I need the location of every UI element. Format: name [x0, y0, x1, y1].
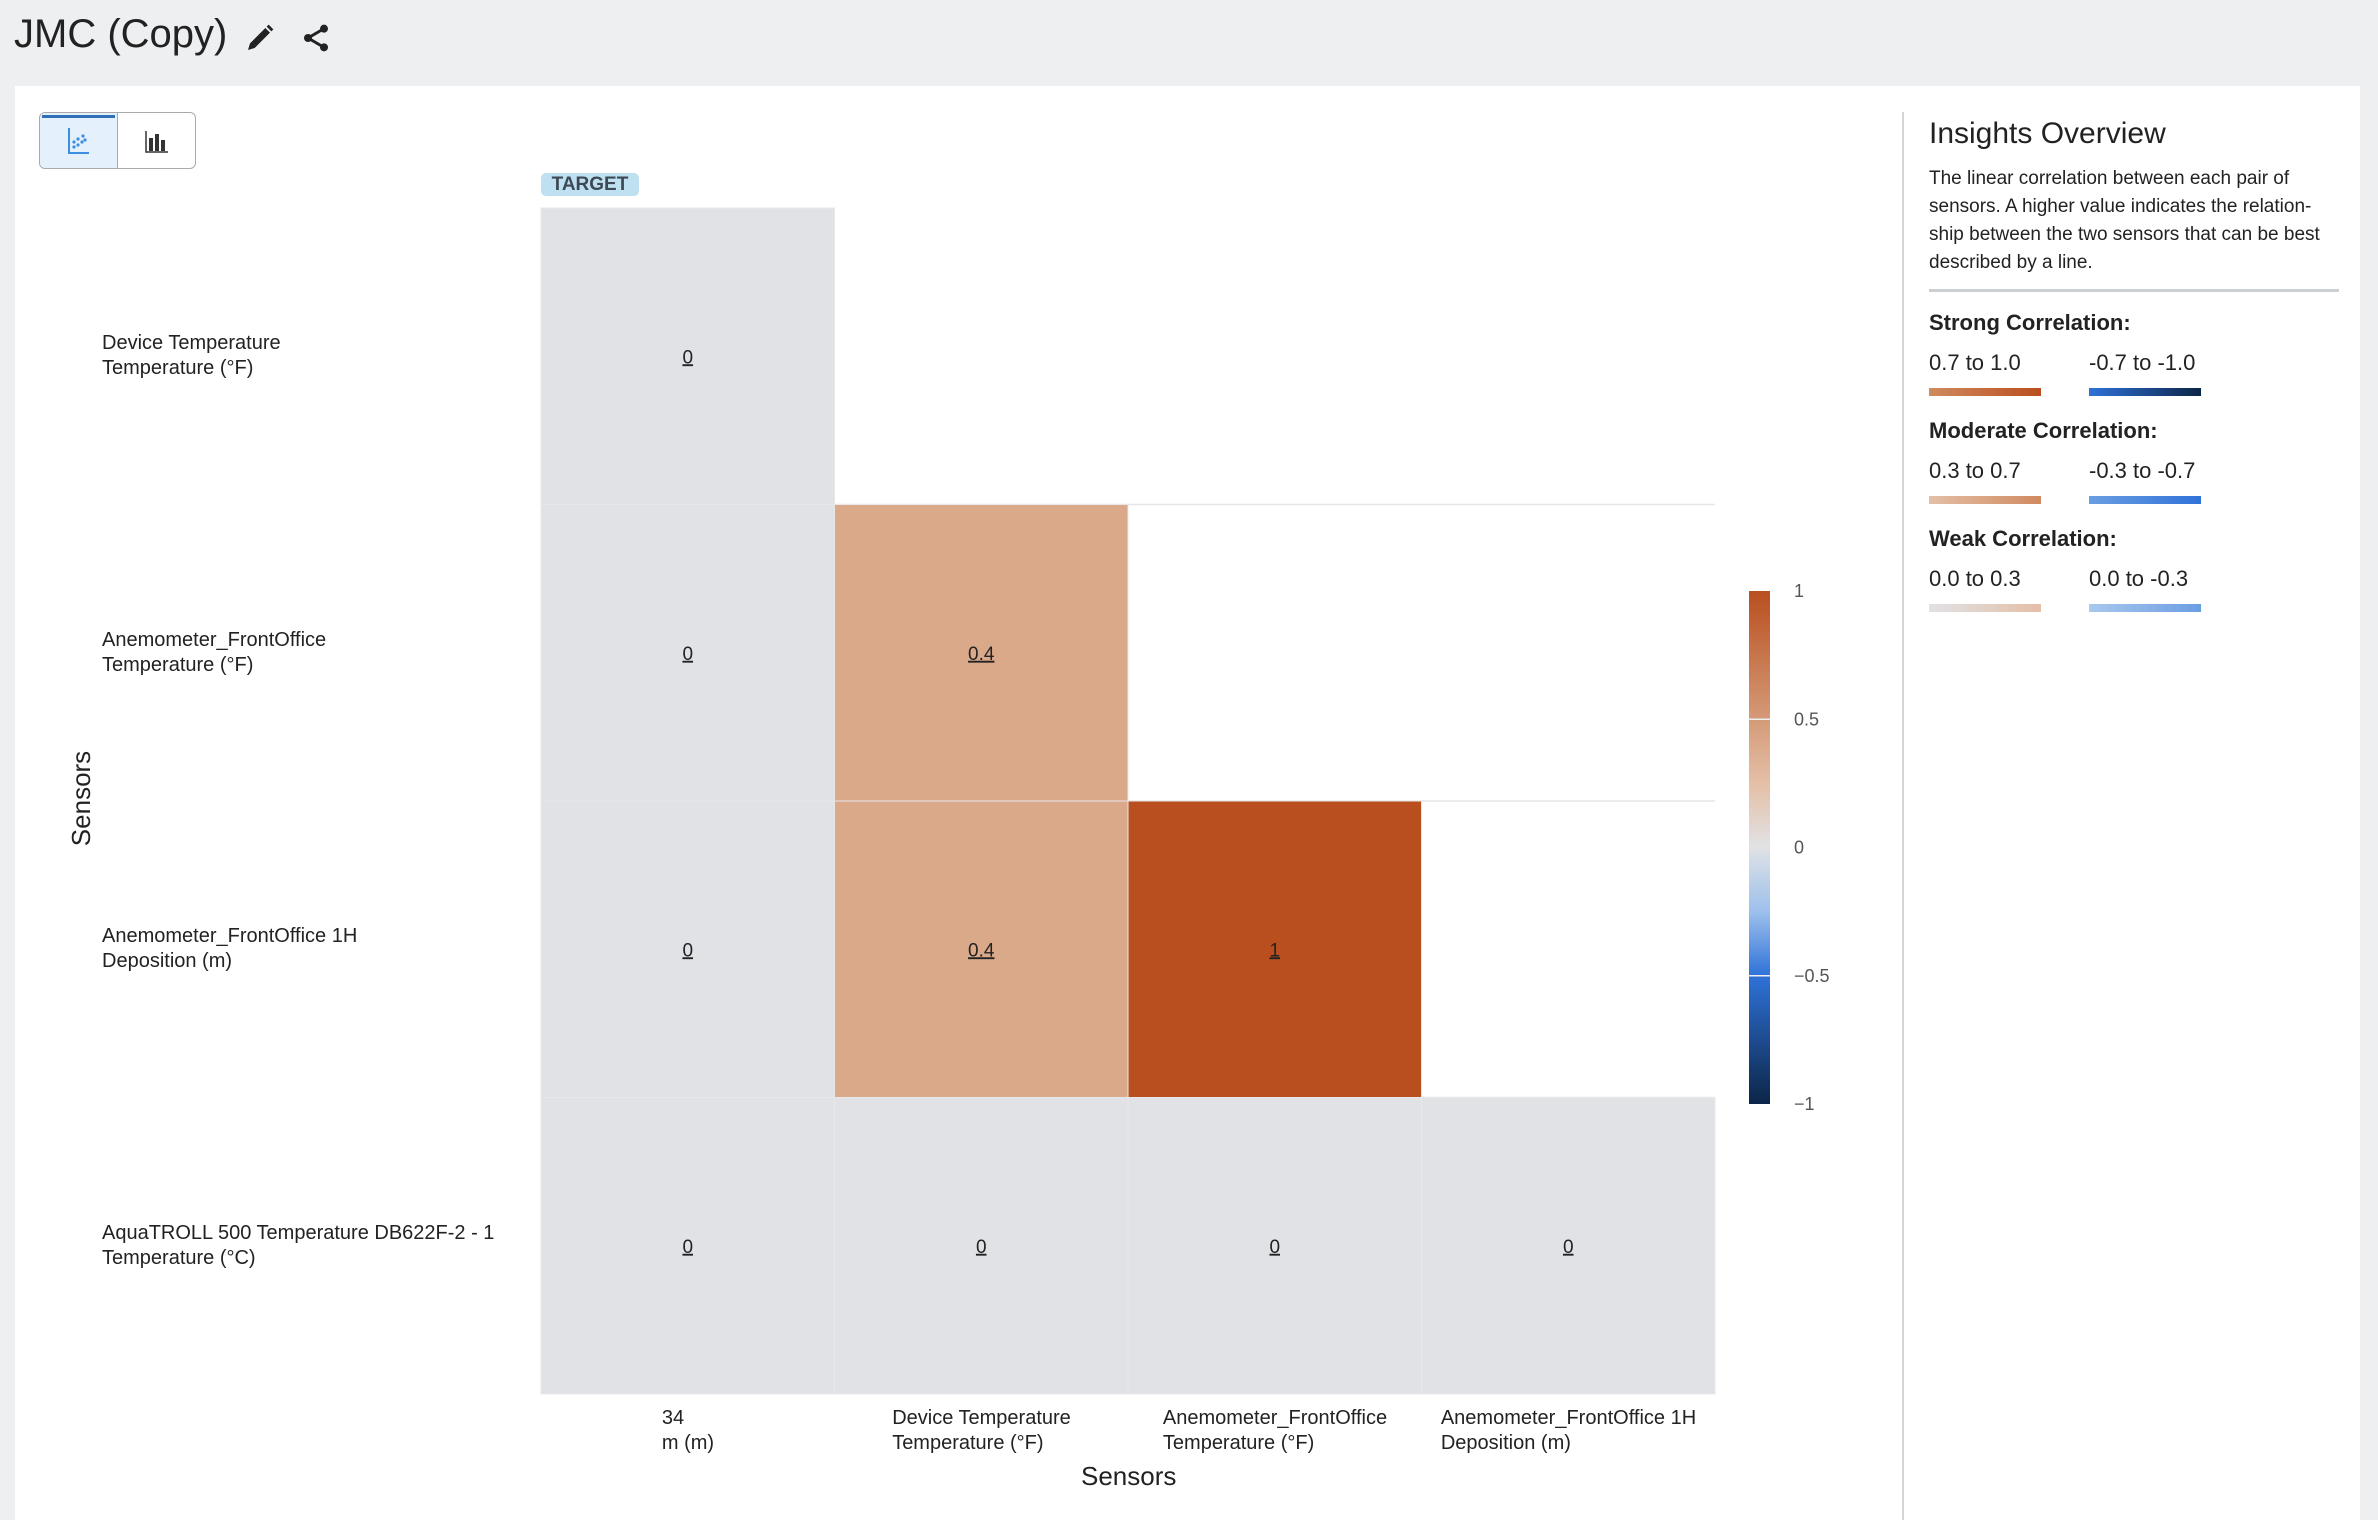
y-tick-label-line: Anemometer_FrontOffice [102, 628, 327, 651]
divider [1929, 289, 2339, 292]
y-tick-label-line: Temperature (°C) [102, 1246, 256, 1269]
y-tick-label-line: Deposition (m) [102, 950, 233, 973]
heatmap-cell[interactable] [540, 504, 835, 802]
cell-value-label[interactable]: 0 [682, 644, 693, 665]
group-title: Weak Correlation: [1929, 526, 2117, 551]
colorbar-tick-label: −0.5 [1794, 966, 1830, 986]
colorbar-tick-label: 0.5 [1794, 709, 1819, 729]
x-tick-label-line: 34 [661, 1407, 685, 1429]
cell-value-label[interactable]: 0 [976, 1237, 987, 1258]
insights-title: Insights Overview [1929, 117, 2166, 150]
x-tick-label-line: Temperature (°F) [892, 1432, 1044, 1454]
colorbar-tick-label: 0 [1794, 838, 1804, 858]
page-title: JMC (Copy) [14, 12, 228, 56]
insights-description: The linear correlation between each pair… [1929, 168, 2320, 273]
insights-panel: Insights Overview The linear correlation… [1929, 112, 2339, 634]
cell-value-label[interactable]: 0 [1269, 1237, 1280, 1258]
positive-range: 0.7 to 1.0 [1929, 350, 2021, 375]
positive-swatch [1929, 604, 2041, 612]
correlation-legend-group: Strong Correlation: 0.7 to 1.0 -0.7 to -1.… [1929, 310, 2339, 396]
cell-value-label[interactable]: 0 [1563, 1237, 1574, 1258]
x-tick-label: Anemometer_FrontOffice Temperature (°F) [1128, 1406, 1422, 1456]
y-axis-title: Sensors [66, 750, 97, 847]
x-tick-label-line: Device Temperature [892, 1407, 1071, 1429]
cell-value-label[interactable]: 0 [682, 1237, 693, 1258]
y-tick-label-line: AquaTROLL 500 Temperature DB622F-2 - 1 [102, 1221, 495, 1244]
y-tick-label: AquaTROLL 500 Temperature DB622F-2 - 1 Te… [102, 1221, 494, 1271]
bar-view-button[interactable] [118, 113, 195, 168]
negative-range: -0.7 to -1.0 [2089, 350, 2196, 375]
x-tick-label: Device Temperature Temperature (°F) [835, 1406, 1129, 1456]
x-tick-label-line: Anemometer_FrontOffice 1H [1440, 1407, 1697, 1429]
positive-swatch [1929, 496, 2041, 504]
cell-value-label[interactable]: 0.4 [968, 940, 995, 961]
cell-value-label[interactable]: 0 [682, 347, 693, 368]
y-tick-label-line: Temperature (°F) [102, 357, 254, 380]
cell-value-label[interactable]: 0.4 [968, 644, 995, 665]
y-tick-label: Anemometer_FrontOffice 1H Deposition (m) [102, 924, 357, 974]
negative-range: 0.0 to -0.3 [2089, 566, 2189, 591]
negative-range: -0.3 to -0.7 [2089, 458, 2196, 483]
target-badge: TARGET [541, 173, 639, 196]
positive-range: 0.0 to 0.3 [1929, 566, 2021, 591]
y-tick-label-line: Temperature (°F) [102, 653, 254, 676]
scatter-view-button[interactable] [40, 113, 118, 168]
header: JMC (Copy) [0, 0, 2378, 86]
x-tick-label-line: Anemometer_FrontOffice [1162, 1407, 1388, 1429]
colorbar-tick-label: −1 [1794, 1094, 1815, 1114]
heatmap-cell[interactable] [834, 800, 1129, 1098]
positive-range: 0.3 to 0.7 [1929, 458, 2021, 483]
y-tick-label: Device Temperature Temperature (°F) [102, 331, 281, 381]
x-tick-label: 34 m (m) [541, 1406, 835, 1456]
y-tick-label-line: Anemometer_FrontOffice 1H [102, 925, 358, 948]
negative-swatch [2089, 496, 2201, 504]
positive-swatch [1929, 388, 2041, 396]
group-title: Moderate Correlation: [1929, 418, 2158, 443]
heatmap-cell[interactable] [834, 1097, 1129, 1395]
scatter-chart-icon [67, 127, 89, 154]
cell-value-label[interactable]: 1 [1269, 940, 1280, 961]
sidebar-divider [1902, 112, 1904, 1520]
x-axis-title: Sensors [1081, 1461, 1177, 1491]
correlation-legend-group: Weak Correlation: 0.0 to 0.3 0.0 to -0.3 [1929, 526, 2339, 612]
cell-value-label[interactable]: 0 [682, 940, 693, 961]
group-title: Strong Correlation: [1929, 310, 2131, 335]
colorbar-tick-label: 1 [1794, 581, 1804, 601]
heatmap-cell[interactable] [834, 504, 1129, 802]
share-icon[interactable] [300, 22, 332, 54]
x-tick-label-line: Deposition (m) [1440, 1432, 1571, 1454]
pencil-icon[interactable] [244, 22, 276, 54]
heatmap-cell[interactable] [540, 1097, 835, 1395]
negative-swatch [2089, 604, 2201, 612]
heatmap-cell[interactable] [540, 800, 835, 1098]
correlation-legend-group: Moderate Correlation: 0.3 to 0.7 -0.3 to -… [1929, 418, 2339, 504]
x-tick-label-line: Temperature (°F) [1162, 1432, 1315, 1454]
negative-swatch [2089, 388, 2201, 396]
chart-type-toggle [39, 112, 196, 169]
x-tick-label: Anemometer_FrontOffice 1H Deposition (m) [1422, 1406, 1716, 1456]
heatmap-cell[interactable] [540, 207, 835, 505]
y-tick-label-line: Device Temperature [102, 332, 281, 355]
bar-chart-icon [144, 130, 168, 153]
x-tick-label-line: m (m) [661, 1432, 715, 1454]
y-tick-label: Anemometer_FrontOffice Temperature (°F) [102, 628, 326, 678]
heatmap-cell[interactable] [1421, 1097, 1716, 1395]
colorbar [1749, 591, 1770, 1104]
